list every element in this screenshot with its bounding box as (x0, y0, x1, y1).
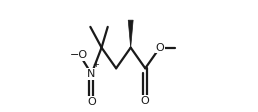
Text: O: O (141, 96, 150, 106)
Text: −O: −O (70, 50, 88, 60)
Text: O: O (87, 97, 96, 107)
Text: N: N (87, 69, 96, 79)
Polygon shape (128, 20, 133, 48)
Text: O: O (155, 43, 164, 53)
Text: +: + (92, 60, 99, 69)
